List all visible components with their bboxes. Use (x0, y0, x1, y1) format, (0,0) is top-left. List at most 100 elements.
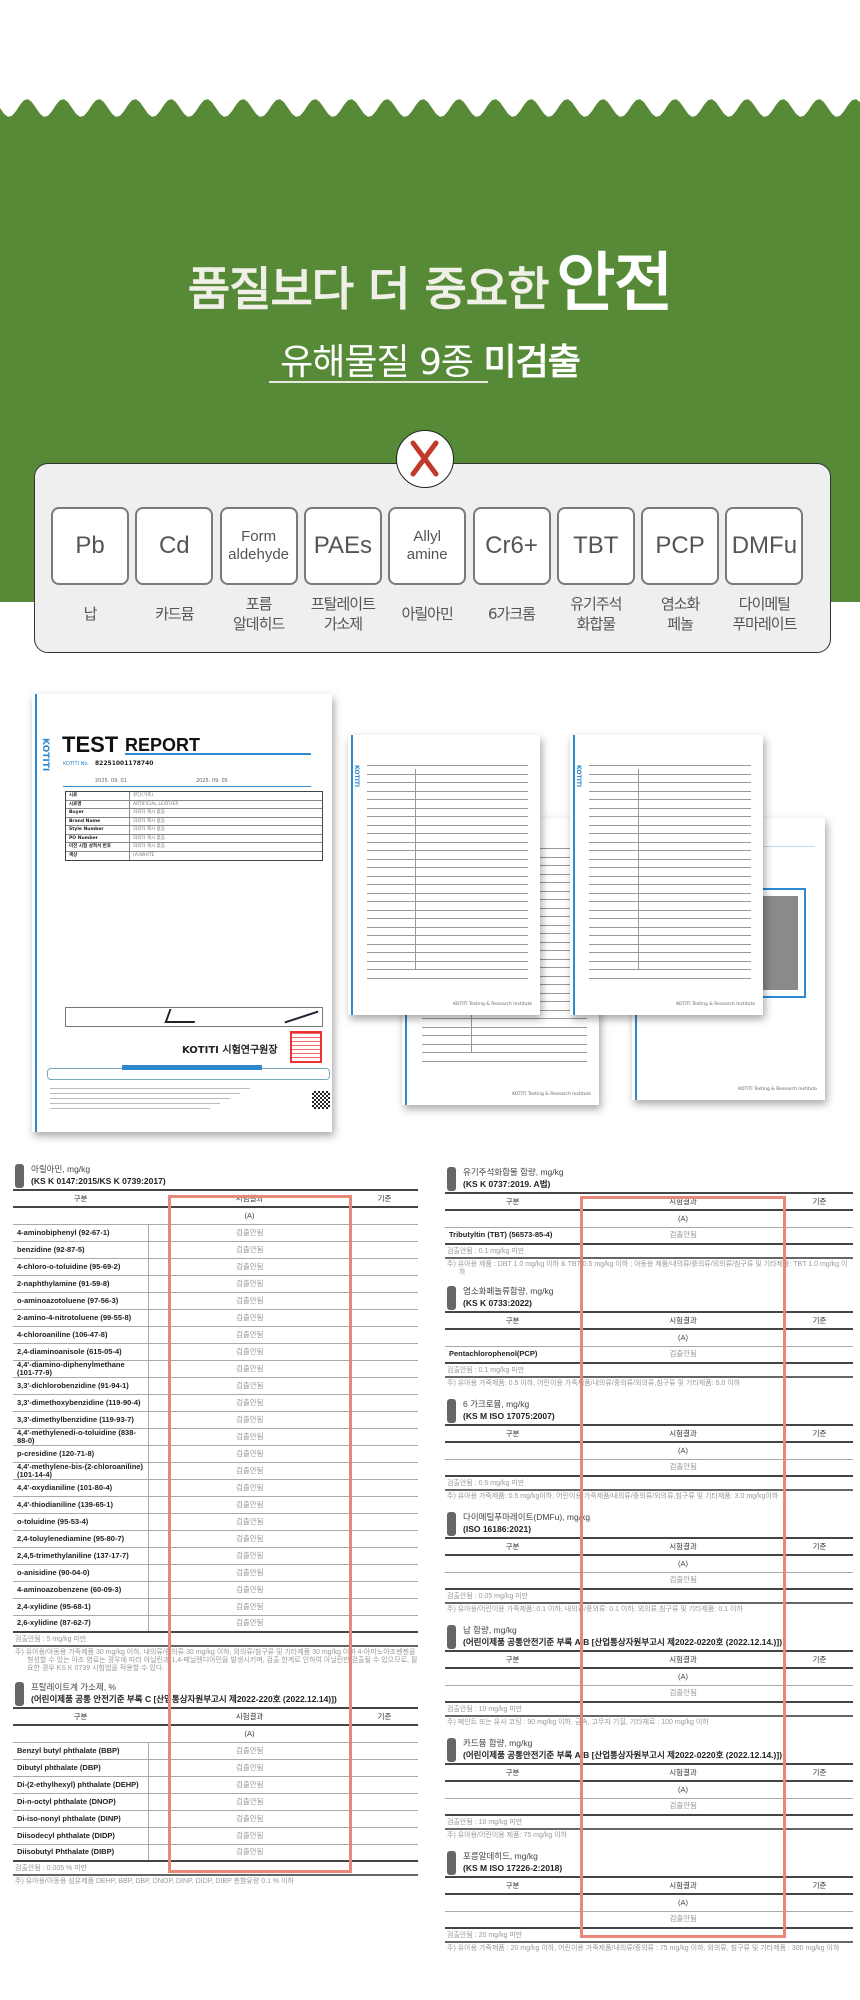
substance-cell: 4,4'-diamino-diphenylmethane (101-77-9) (13, 1360, 149, 1378)
table-row: 3,3'-dichlorobenzidine (91-94-1) 검출안됨 (13, 1377, 418, 1395)
table-row: 검출안됨 (445, 1685, 853, 1703)
table-row: 3,3'-dimethoxybenzidine (119-90-4) 검출안됨 (13, 1394, 418, 1412)
standard-cell (351, 1810, 418, 1828)
page-edge-line (573, 735, 575, 1015)
substance-cell: 4,4'-thiodianiline (139-65-1) (13, 1496, 149, 1514)
column-line (415, 769, 417, 969)
table-row: 3,3'-dimethylbenzidine (119-93-7) 검출안됨 (13, 1411, 418, 1429)
standard-cell (351, 1326, 418, 1344)
detection-limit: 검출안됨 : 0.05 mg/kg 미만 (445, 1590, 853, 1604)
standard-cell (786, 1346, 853, 1364)
date-rule (63, 786, 311, 787)
table-line (367, 952, 529, 953)
headline-text: 품질보다 더 중요한 (187, 262, 550, 316)
info-row: 색상 (A)WHITE (66, 851, 322, 860)
detection-limit: 검출안됨 : 0.005 % 미만 (13, 1862, 418, 1876)
result-cell: 검출안됨 (148, 1547, 351, 1565)
standard-cell (351, 1343, 418, 1361)
section-standard: (KS K 0147:2015/KS K 0739:2017) (31, 1176, 166, 1186)
standard-cell (351, 1258, 418, 1276)
info-value: 의뢰자 제시 없음 (133, 810, 165, 815)
detection-limit: 검출안됨 : 10 mg/kg 미만 (445, 1703, 853, 1717)
substance-cell: Pentachlorophenol(PCP) (445, 1346, 581, 1364)
substance-name: 아릴아민 (382, 604, 472, 624)
result-cell: 검출안됨 (580, 1346, 786, 1364)
sample-cell-empty (786, 1442, 853, 1460)
result-cell: 검출안됨 (148, 1343, 351, 1361)
info-label: 색상 (66, 851, 130, 860)
info-value: 의뢰자 제시 없음 (133, 818, 165, 824)
substance-cell: o-aminoazotoluene (97-56-3) (13, 1292, 149, 1310)
substance-cell (445, 1572, 581, 1590)
sample-cell-empty (445, 1555, 580, 1573)
sample-cell-empty (445, 1442, 580, 1460)
standard-cell (351, 1241, 418, 1259)
substance-name-line: 납 (83, 605, 98, 623)
substance-cell: 2-naphthylamine (91-59-8) (13, 1275, 149, 1293)
section-marker (447, 1167, 456, 1191)
table-line (589, 816, 752, 817)
standard-cell (351, 1513, 418, 1531)
column-header-0: 구분 (445, 1537, 580, 1556)
standard-cell (351, 1564, 418, 1582)
subheadline-underline (269, 381, 488, 383)
table-line (589, 909, 752, 911)
substance-cell (445, 1459, 581, 1477)
standard-cell (351, 1411, 418, 1429)
result-cell: 검출안됨 (148, 1742, 351, 1760)
substance-tile: TBT (556, 507, 635, 585)
sample-row: (A) (445, 1210, 853, 1228)
result-cell: 검출안됨 (148, 1564, 351, 1582)
substance-cell (445, 1798, 581, 1816)
standard-cell (786, 1459, 853, 1477)
cross-icon (396, 430, 454, 488)
table-line (589, 824, 752, 826)
test-section: 포름알데히드, mg/kg (KS M ISO 17226-2:2018) 구분 시험… (445, 1850, 853, 1955)
substance-cell: o-toluidine (95-53-4) (13, 1513, 149, 1531)
section-name: 카드뮴 함량, mg/kg (463, 1738, 533, 1748)
result-cell: 검출안됨 (148, 1776, 351, 1794)
result-cell: 검출안됨 (148, 1445, 351, 1463)
substance-cell: benzidine (92-87-5) (13, 1241, 149, 1259)
table-header-row: 구분 시험결과 기준 (445, 1763, 853, 1782)
table-line (421, 1043, 588, 1045)
substance-name: 6가크롬 (467, 604, 557, 624)
substance-name: 카드뮴 (129, 604, 219, 624)
table-row: o-toluidine (95-53-4) 검출안됨 (13, 1513, 418, 1531)
headline: 품질보다 더 중요한 안전 (0, 232, 860, 324)
headline-emphasis: 안전 (556, 247, 673, 321)
standard-cell (351, 1428, 418, 1446)
info-label: 시료명 (66, 800, 130, 808)
table-row: 4,4'-methylene-bis-(2-chloroaniline) (10… (13, 1462, 418, 1480)
table-row: 2,4-xylidine (95-68-1) 검출안됨 (13, 1598, 418, 1616)
result-cell: 검출안됨 (580, 1459, 786, 1477)
substance-name-line: 포름 (245, 595, 273, 613)
column-header-2: 기준 (786, 1192, 853, 1211)
table-line (589, 858, 752, 860)
section-name: 다이메틸푸마레이트(DMFu), mg/kg (463, 1512, 591, 1522)
substance-symbol: Cr6+ (485, 532, 538, 559)
column-header-2: 기준 (786, 1424, 853, 1443)
table-row: 4,4'-oxydianiline (101-80-4) 검출안됨 (13, 1479, 418, 1497)
substance-cell: 4,4'-oxydianiline (101-80-4) (13, 1479, 149, 1497)
substance-name: 납 (45, 604, 135, 624)
column-header-0: 구분 (445, 1424, 580, 1443)
section-marker (447, 1399, 456, 1423)
table-row: Diisodecyl phthalate (DIDP) 검출안됨 (13, 1827, 418, 1845)
kotiti-logo: KOTITI (353, 765, 360, 788)
footer-text-line (50, 1108, 210, 1109)
table-row: Benzyl butyl phthalate (BBP) 검출안됨 (13, 1742, 418, 1760)
test-section: 다이메틸푸마레이트(DMFu), mg/kg (ISO 16186:2021) 구분… (445, 1511, 853, 1616)
info-label: PO Number (66, 834, 130, 842)
table-row: 2,4-diaminoanisole (615-05-4) 검출안됨 (13, 1343, 418, 1361)
report-page-2: KOTITI KOTITI Testing & Research Institut… (348, 735, 540, 1015)
standard-cell (786, 1572, 853, 1590)
substance-cell: 4-aminoazobenzene (60-09-3) (13, 1581, 149, 1599)
section-name: 6 가크로뮴, mg/kg (463, 1399, 530, 1409)
result-cell: 검출안됨 (148, 1810, 351, 1828)
standard-cell (351, 1275, 418, 1293)
qr-code (312, 1091, 330, 1109)
info-value: ARTIFICIAL LEATHER (133, 801, 179, 807)
substance-cell: Di-iso-nonyl phthalate (DINP) (13, 1810, 149, 1828)
substance-cell: 4,4'-methylene-bis-(2-chloroaniline) (10… (13, 1462, 149, 1480)
